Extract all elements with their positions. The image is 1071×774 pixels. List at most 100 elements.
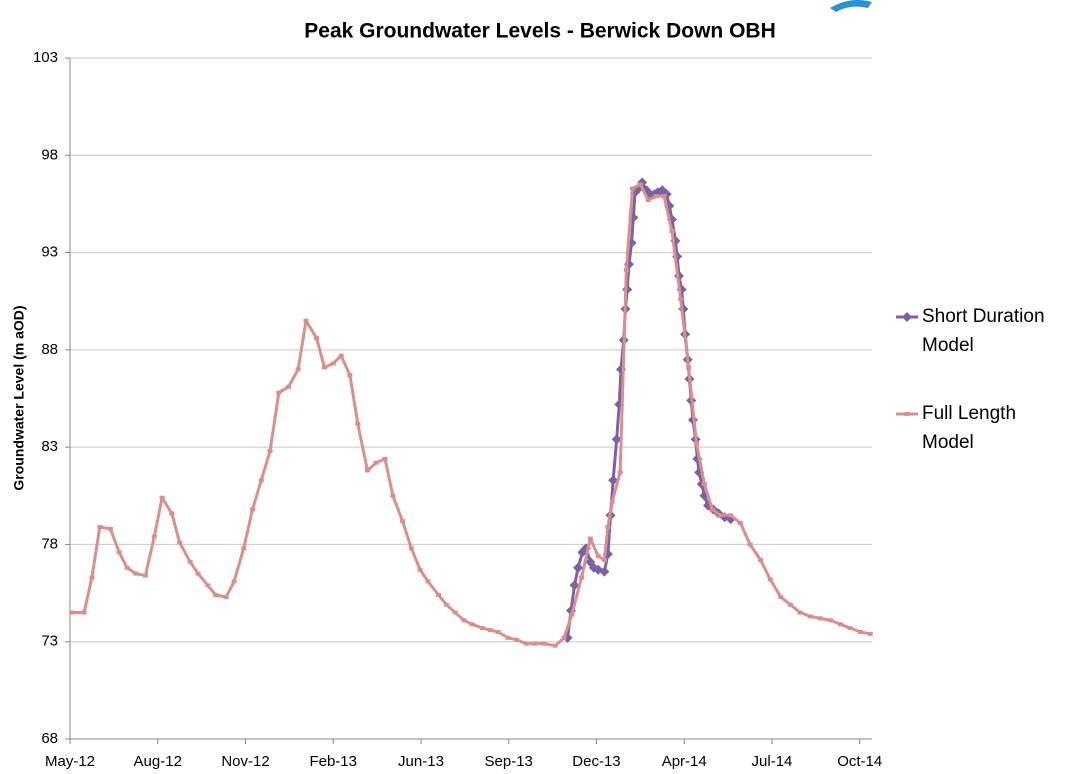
data-point	[355, 421, 361, 426]
data-point	[599, 566, 610, 577]
data-point	[276, 390, 282, 395]
data-point	[579, 575, 585, 580]
data-point	[623, 268, 629, 273]
data-point	[436, 593, 442, 598]
data-point	[338, 353, 344, 358]
data-point	[187, 559, 193, 564]
y-tick-label: 73	[41, 633, 58, 650]
data-point	[717, 513, 723, 518]
legend-label: Short Duration Model	[922, 306, 1045, 356]
data-point	[169, 511, 175, 516]
data-point	[514, 637, 520, 642]
data-point	[637, 182, 643, 187]
x-tick-label: Aug-12	[134, 753, 182, 770]
data-point	[461, 618, 467, 623]
data-point	[531, 641, 537, 646]
data-point	[747, 542, 753, 547]
x-tick-label: Sep-13	[485, 753, 533, 770]
data-point	[587, 536, 593, 541]
legend-marker	[904, 412, 910, 416]
y-axis-label: Groundwater Level (m aOD)	[11, 305, 27, 490]
data-point	[347, 373, 353, 378]
series-line	[71, 182, 871, 648]
data-point	[452, 610, 458, 615]
data-point	[241, 546, 247, 551]
data-point	[573, 562, 584, 573]
y-tick-label: 88	[41, 341, 58, 358]
data-point	[213, 593, 219, 598]
data-point	[701, 482, 707, 487]
data-point	[330, 361, 336, 366]
data-point	[767, 577, 773, 582]
data-point	[653, 194, 659, 199]
x-tick-label: Apr-14	[662, 753, 707, 770]
data-point	[787, 602, 793, 607]
data-point	[808, 614, 814, 619]
data-point	[686, 365, 692, 370]
data-point	[223, 594, 229, 599]
legend-label: Full Length Model	[922, 403, 1017, 453]
data-point	[314, 336, 320, 341]
series	[562, 177, 736, 643]
data-point	[605, 524, 611, 529]
data-point	[303, 318, 309, 323]
data-point	[817, 616, 823, 621]
data-point	[611, 434, 622, 445]
chart-title: Peak Groundwater Levels - Berwick Down O…	[304, 20, 775, 43]
data-point	[400, 519, 406, 524]
data-point	[495, 629, 501, 634]
data-point	[847, 626, 853, 631]
data-point	[561, 635, 567, 640]
data-point	[151, 534, 157, 539]
data-point	[609, 499, 615, 504]
y-tick-label: 103	[33, 49, 58, 66]
data-point	[425, 579, 431, 584]
data-point	[601, 557, 607, 562]
data-point	[569, 580, 580, 591]
data-point	[867, 631, 873, 636]
data-point	[373, 460, 379, 465]
data-point	[694, 441, 700, 446]
logo-fragment	[830, 0, 872, 12]
data-point	[231, 579, 237, 584]
data-point	[469, 622, 475, 627]
y-tick-label: 83	[41, 438, 58, 455]
data-point	[295, 367, 301, 372]
data-point	[390, 493, 396, 498]
data-point	[69, 610, 75, 615]
data-point	[595, 554, 601, 559]
x-tick-label: Jun-13	[398, 753, 444, 770]
y-tick-label: 98	[41, 146, 58, 163]
x-tick-label: May-12	[45, 753, 95, 770]
data-point	[97, 524, 103, 529]
y-tick-label: 93	[41, 244, 58, 261]
data-point	[828, 618, 834, 623]
data-point	[523, 641, 529, 646]
legend-marker	[902, 312, 912, 322]
data-point	[487, 628, 493, 633]
data-point	[81, 610, 87, 615]
data-point	[267, 449, 273, 454]
x-tick-label: Oct-14	[837, 753, 882, 770]
data-point	[142, 573, 148, 578]
data-point	[133, 571, 139, 576]
data-point	[552, 643, 558, 648]
data-point	[479, 626, 485, 631]
data-point	[177, 540, 183, 545]
data-point	[797, 610, 803, 615]
x-tick-label: Jul-14	[752, 753, 793, 770]
data-point	[608, 475, 619, 486]
x-tick-label: Feb-13	[309, 753, 357, 770]
data-point	[837, 622, 843, 627]
data-point	[737, 521, 743, 526]
data-point	[629, 186, 635, 191]
x-tick-label: Dec-13	[572, 753, 620, 770]
data-point	[321, 365, 327, 370]
data-point	[569, 612, 575, 617]
data-point	[728, 513, 734, 518]
data-point	[89, 575, 95, 580]
data-point	[443, 602, 449, 607]
data-point	[661, 194, 667, 199]
